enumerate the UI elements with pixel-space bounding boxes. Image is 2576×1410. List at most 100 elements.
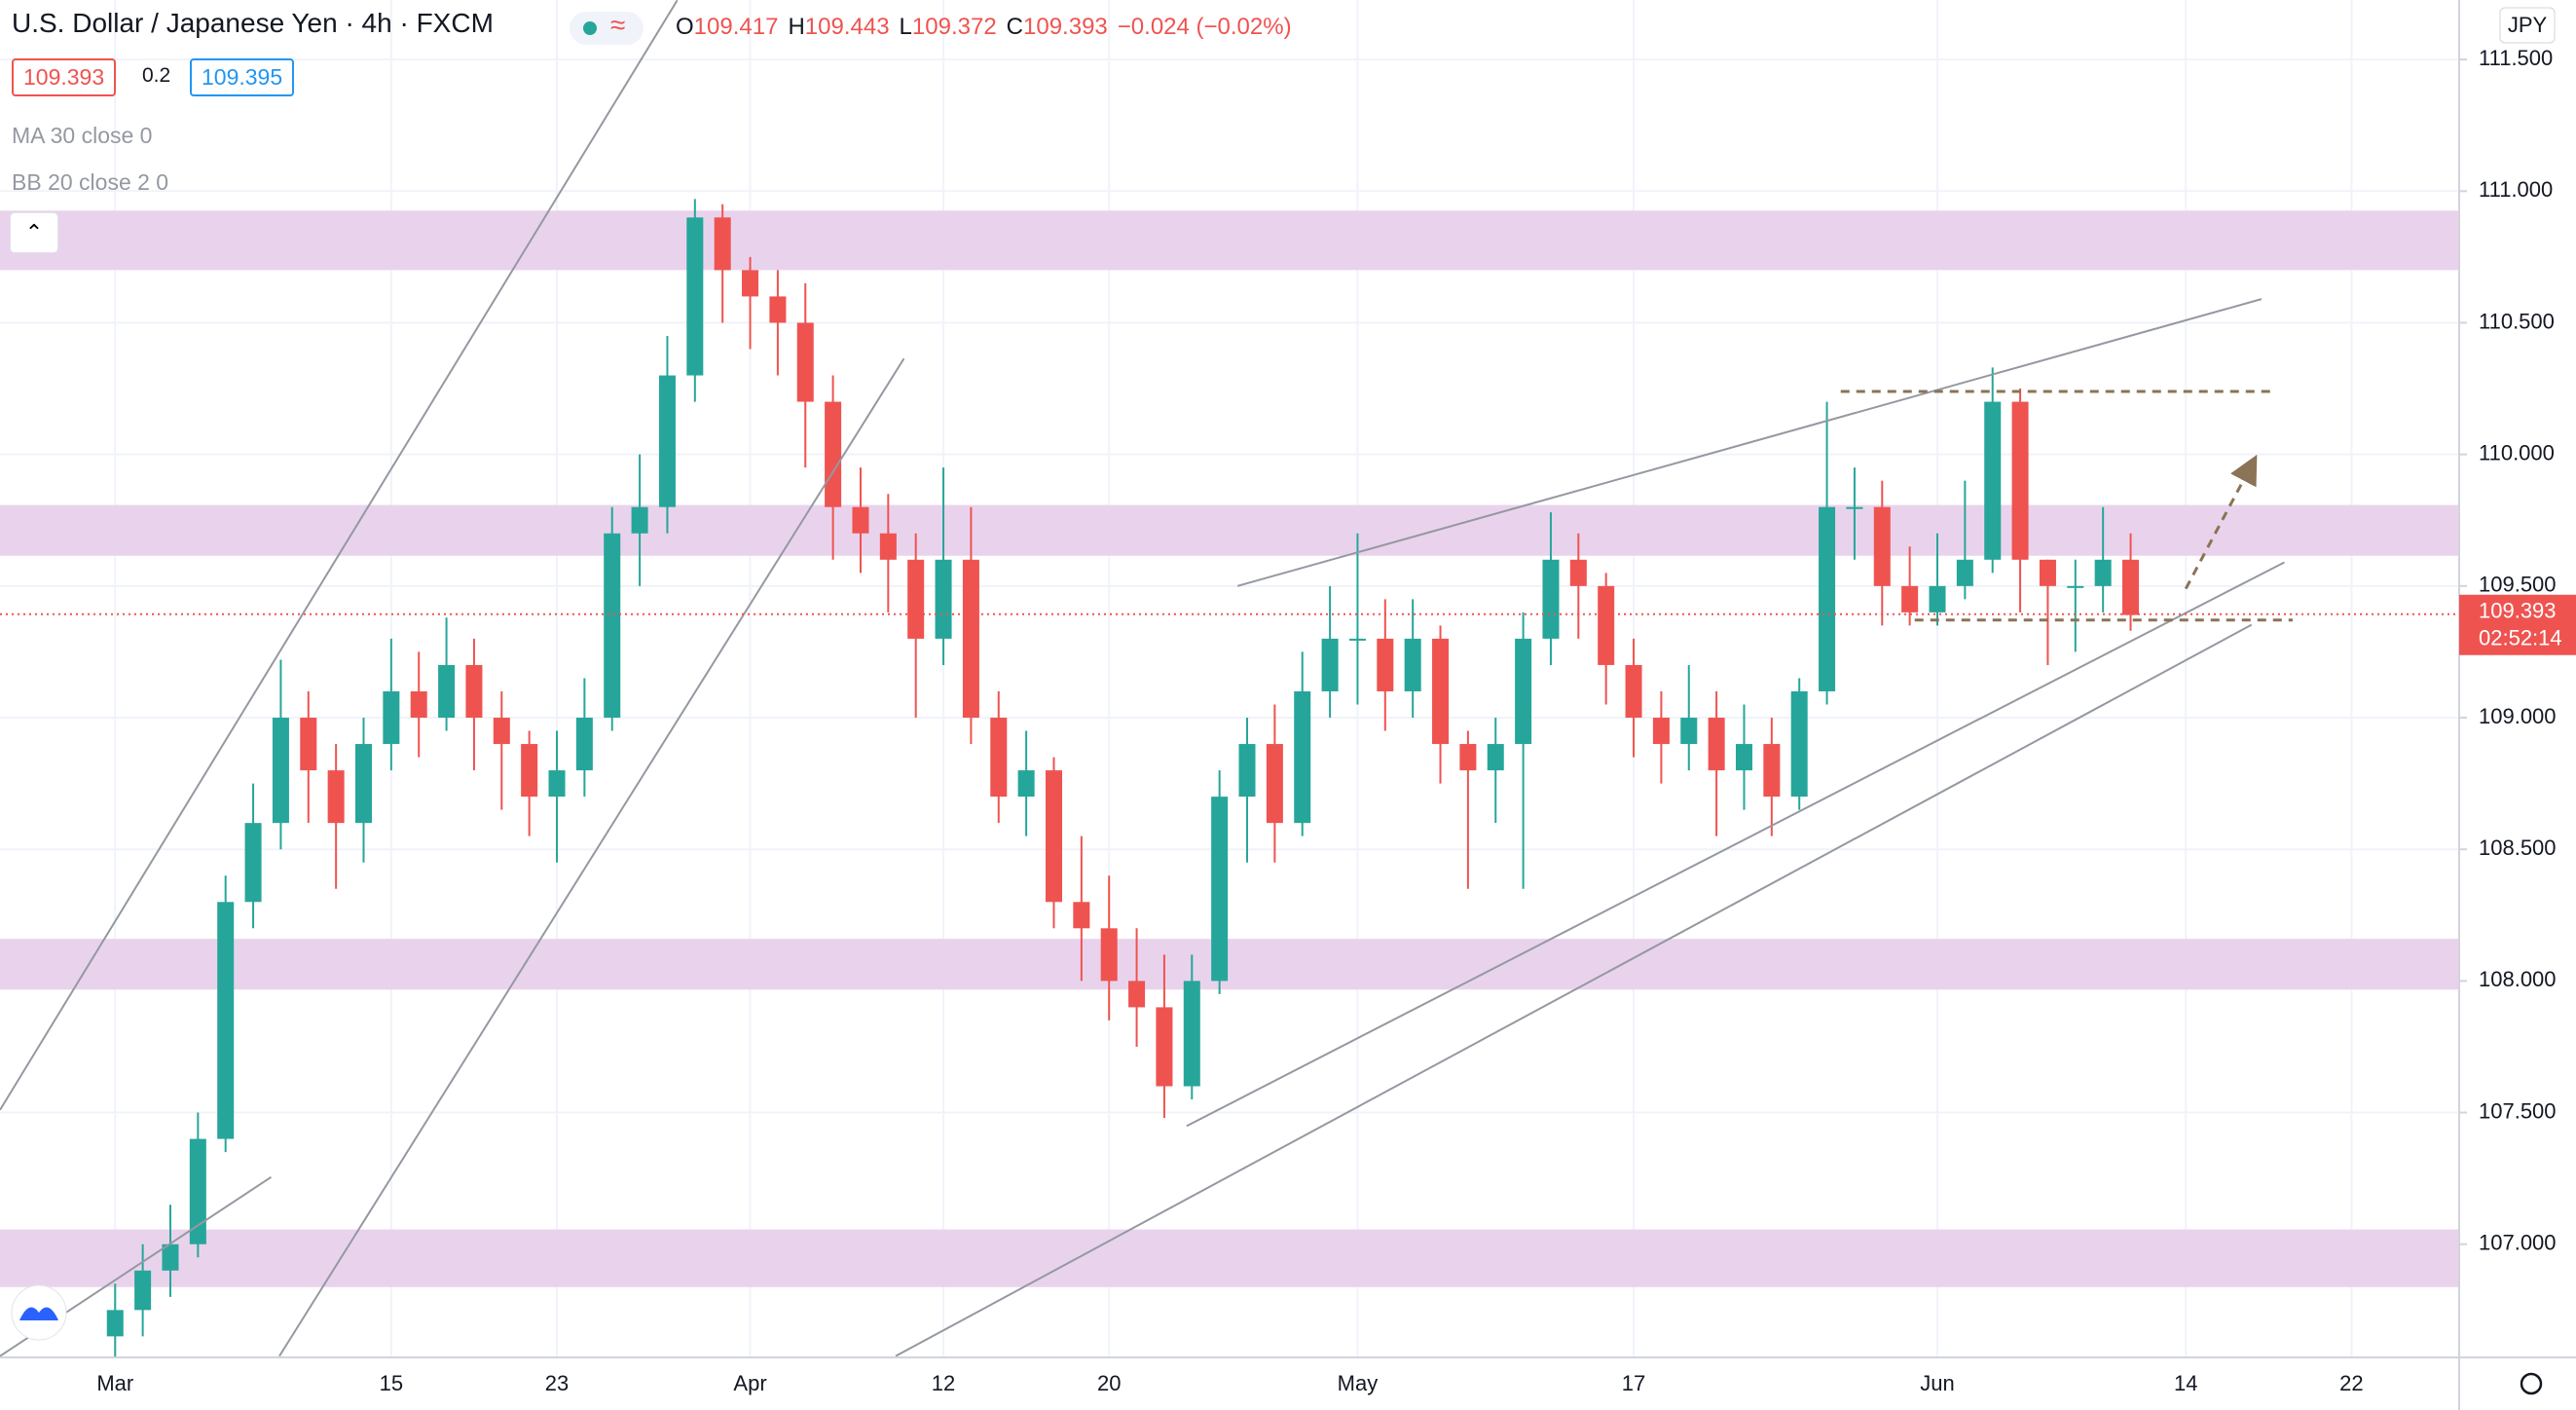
candle-body [1487, 744, 1504, 771]
candle-body [1873, 506, 1891, 586]
status-icons[interactable]: ≈ [570, 10, 644, 45]
candle-body [244, 823, 262, 903]
plot-area [0, 0, 2459, 1357]
candle-body [1542, 559, 1560, 639]
y-tick-label: 107.000 [2479, 1231, 2557, 1255]
trend-line [895, 623, 2253, 1357]
y-tick-label: 108.500 [2479, 835, 2557, 860]
candle-body [521, 744, 538, 798]
indicator[interactable]: BB 20 close 2 0 [12, 169, 169, 195]
axes: 107.000 107.500 108.000 108.500 109.000 109.5… [96, 46, 2576, 1395]
last-price-label: 109.393 [2479, 599, 2557, 623]
candle-body [1404, 638, 1421, 691]
candle-body [990, 718, 1008, 798]
x-tick-label: 15 [380, 1371, 403, 1395]
candle-body [686, 217, 704, 376]
candle-body [1045, 770, 1062, 903]
candle-body [189, 1138, 206, 1244]
candle-body [2011, 401, 2029, 560]
candle-body [879, 533, 897, 560]
ohlc-key: O [676, 14, 694, 40]
candle-body [1735, 744, 1752, 771]
collapse-button[interactable]: ⌃ [10, 212, 58, 253]
candle-body [1321, 638, 1339, 691]
y-tick-label: 111.500 [2479, 46, 2553, 70]
candle-body [1515, 638, 1532, 745]
candle-body [1625, 664, 1642, 719]
candle-body [1846, 506, 1863, 509]
candle-body [493, 718, 510, 745]
ohlc-legend: O109.417 H109.443 L109.372 C109.393 −0.024 (… [676, 14, 1302, 41]
candle-body [1183, 981, 1200, 1087]
x-tick-label: 17 [1622, 1371, 1645, 1395]
indicator[interactable]: MA 30 close 0 [12, 123, 153, 148]
status-dot [583, 21, 597, 35]
candle-body [1790, 690, 1808, 798]
candle-body [1984, 401, 2002, 560]
spread: 0.2 [142, 60, 171, 92]
candle-body [2122, 559, 2140, 615]
candle-body [1763, 744, 1781, 798]
candle-body [1266, 744, 1283, 824]
last-price-box [2459, 594, 2576, 655]
ohlc-value: 109.443 [804, 14, 890, 40]
candle-body [106, 1310, 124, 1337]
candle-body [1017, 770, 1035, 798]
y-tick-label: 110.000 [2479, 440, 2555, 464]
ohlc-value: 109.417 [693, 14, 779, 40]
candle-body [1569, 559, 1587, 586]
settings-icon[interactable] [2520, 1372, 2543, 1395]
x-tick-label: 20 [1097, 1371, 1121, 1395]
candle-body [604, 533, 621, 719]
currency-box [2499, 7, 2556, 44]
candle-body [1680, 718, 1698, 745]
candle-body [658, 375, 676, 507]
trend-line [1186, 561, 2285, 1128]
candle-body [1901, 585, 1919, 612]
x-tick-label: 12 [932, 1371, 955, 1395]
countdown: 02:52:14 [2479, 626, 2562, 650]
candle-body [714, 217, 731, 271]
zone [0, 939, 2459, 990]
candle-body [962, 559, 979, 719]
status-wave: ≈ [610, 10, 626, 40]
ohlc-key: L [899, 14, 912, 40]
candle-body [1238, 744, 1256, 798]
x-tick-label: Mar [96, 1371, 133, 1395]
candle-body [1100, 928, 1118, 982]
x-tick-label: 22 [2339, 1371, 2363, 1395]
candle-body [1156, 1007, 1173, 1087]
y-tick-label: 109.000 [2479, 704, 2557, 728]
candle-body [1598, 585, 1615, 665]
candle-body [935, 559, 952, 639]
y-tick-label: 108.000 [2479, 967, 2557, 991]
logo-icon [19, 1307, 58, 1320]
candle-body [383, 690, 400, 745]
candle-body [825, 401, 842, 507]
bid-box[interactable]: 109.393 [12, 58, 117, 96]
candle-body [907, 559, 925, 639]
zone [0, 504, 2459, 556]
candle-body [354, 744, 373, 824]
y-tick-label: 110.500 [2479, 309, 2555, 333]
trend-line [0, 0, 679, 1111]
trend-line [1236, 298, 2263, 587]
trend-line [278, 357, 905, 1357]
ohlc-key: C [1006, 14, 1024, 40]
candle-body [300, 718, 317, 771]
candle-body [631, 506, 648, 534]
candle-body [327, 770, 345, 824]
zone [0, 1229, 2459, 1287]
x-tick-label: Apr [733, 1371, 766, 1395]
x-tick-label: 23 [545, 1371, 569, 1395]
candle-body [162, 1243, 179, 1271]
x-tick-label: Jun [1920, 1371, 1954, 1395]
candle-body [134, 1270, 152, 1311]
candle-body [1956, 559, 1973, 586]
ask-box[interactable]: 109.395 [190, 58, 295, 96]
y-tick-label: 109.500 [2479, 573, 2557, 597]
projection-arrow [2184, 454, 2258, 590]
symbol-title[interactable]: U.S. Dollar / Japanese Yen · 4h · FXCM [12, 8, 494, 38]
